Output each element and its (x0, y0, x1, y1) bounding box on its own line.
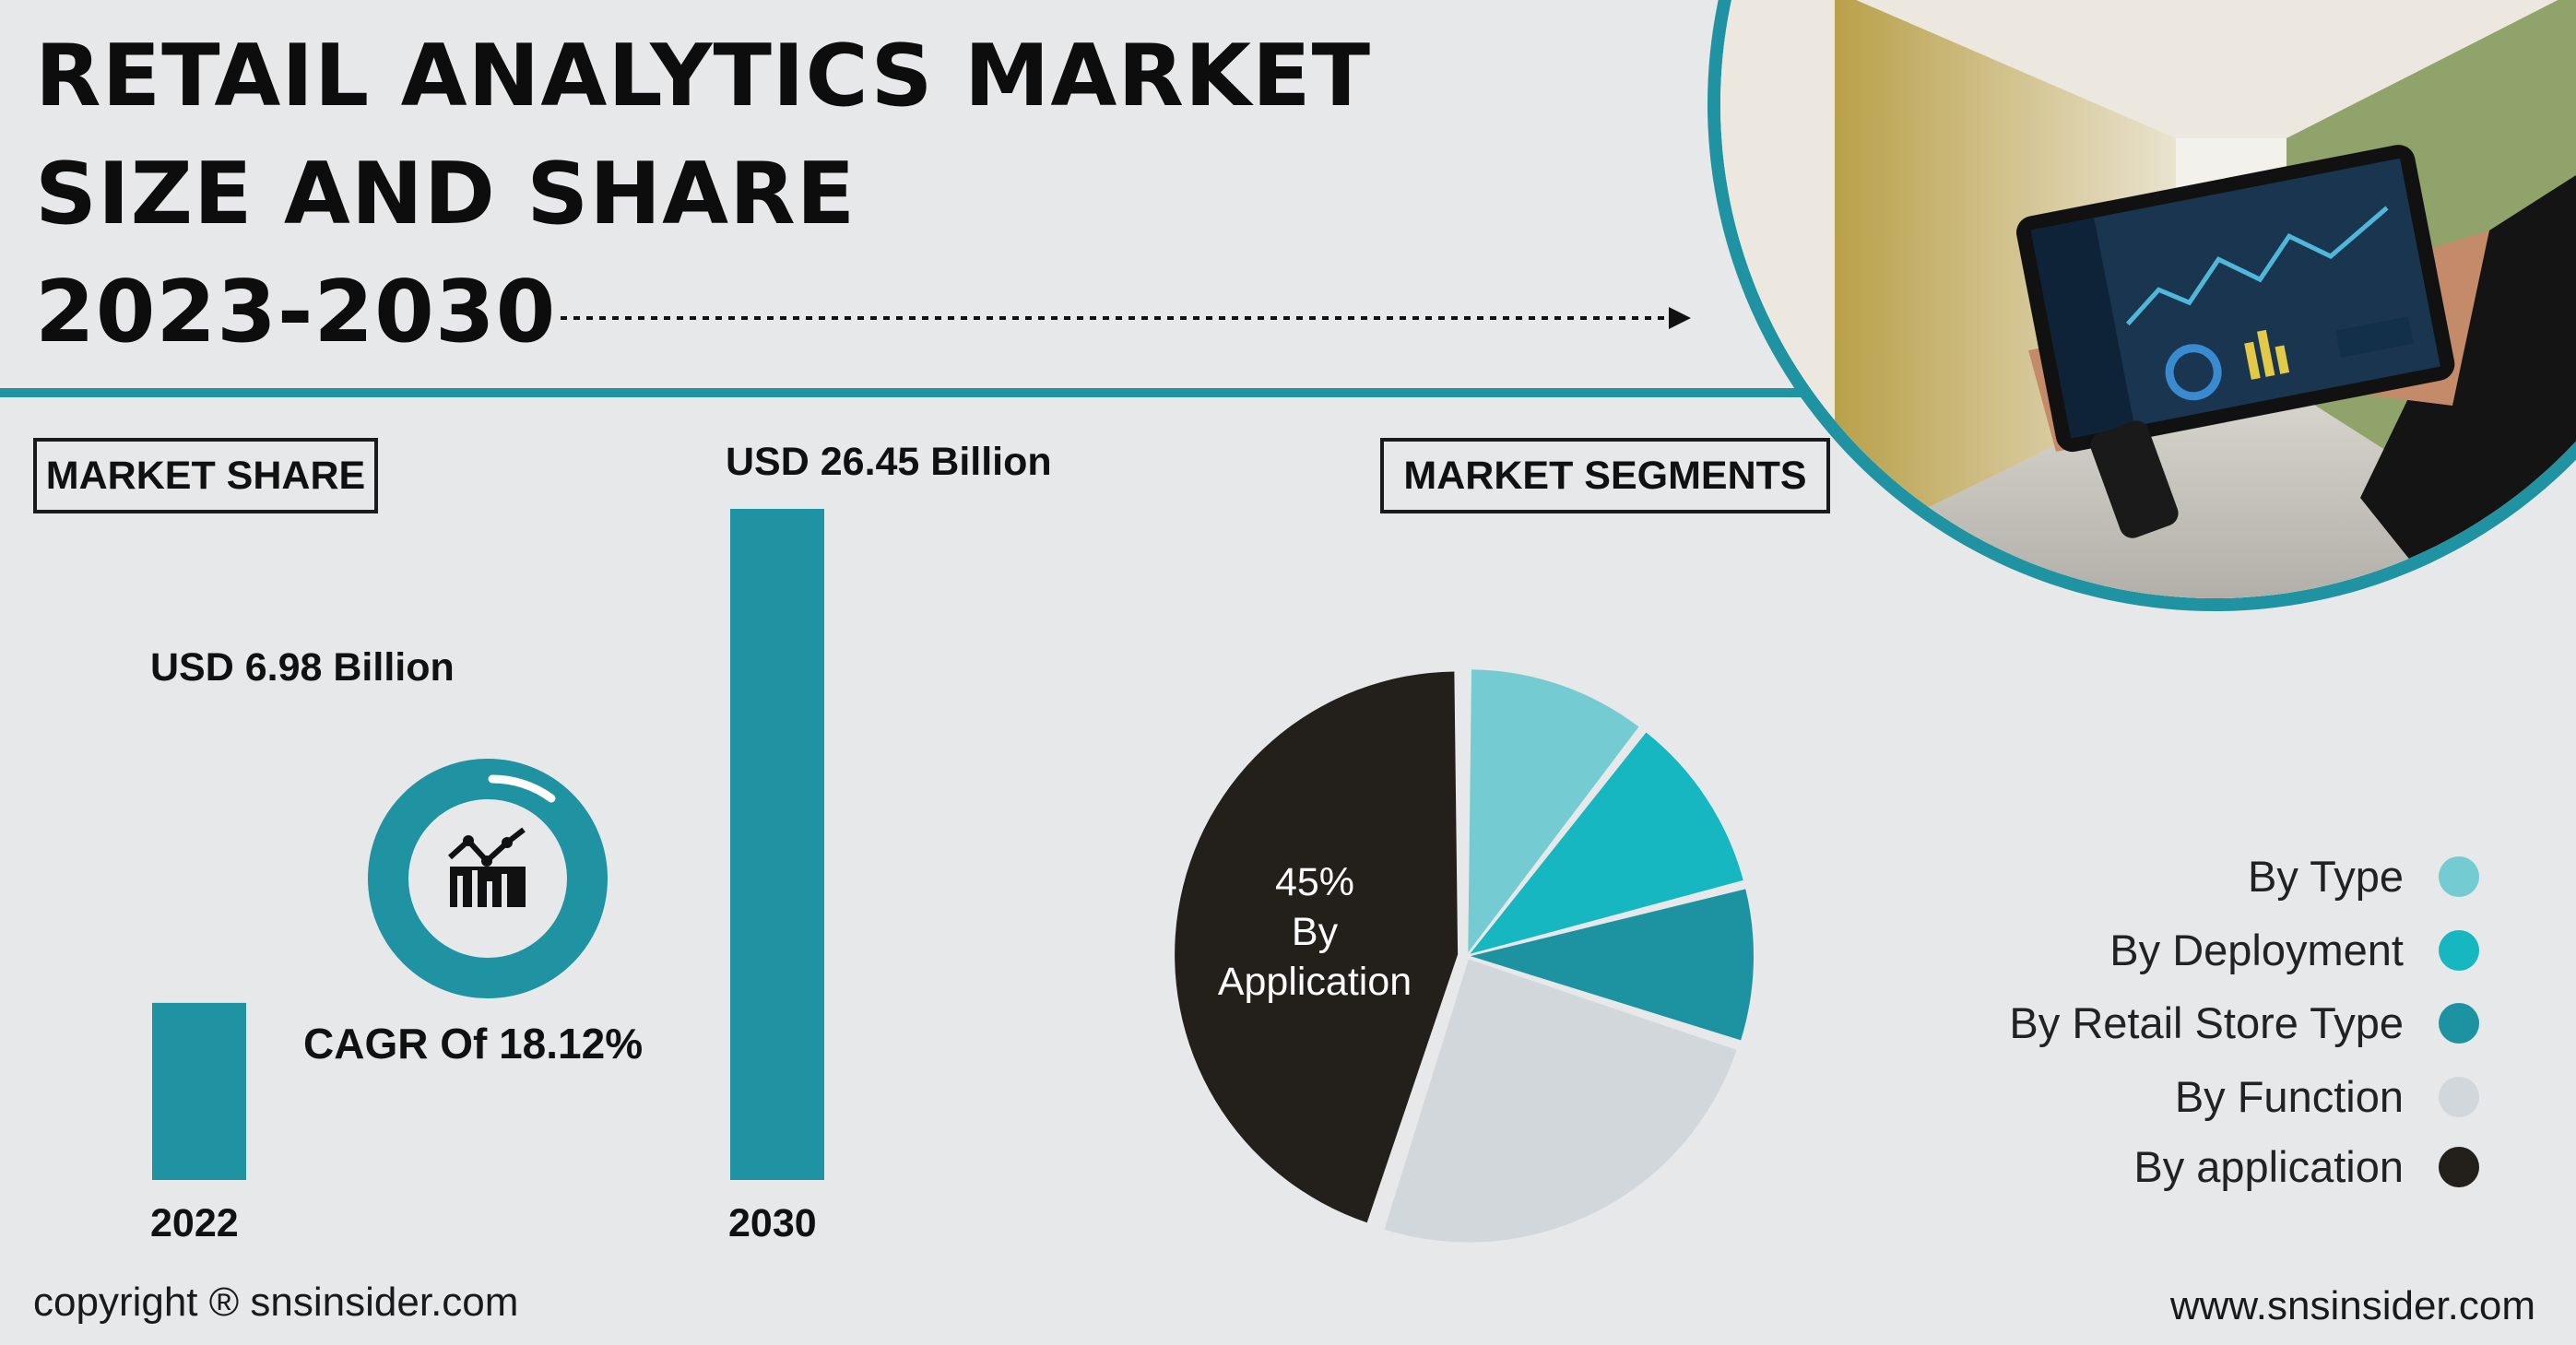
legend-item: By application (2133, 1141, 2479, 1192)
pie-highlight-label: 45% By Application (1149, 857, 1481, 1007)
market-share-bars (152, 509, 824, 1180)
title-line-3: 2023-2030 (35, 262, 557, 361)
bar-value-label-2022: USD 6.98 Billion (150, 645, 455, 690)
legend-label: By application (2133, 1142, 2404, 1191)
legend-label: By Deployment (2109, 926, 2404, 974)
pie-highlight-line1: By (1291, 910, 1339, 954)
bar-2022 (152, 1002, 246, 1180)
website-link[interactable]: www.snsinsider.com (2169, 1283, 2535, 1328)
pie-slice-by-retail-store-type (1470, 889, 1754, 1041)
title-arrow (561, 307, 1691, 329)
legend-swatch (2439, 1146, 2479, 1187)
tablet-photo-image (1707, 0, 2576, 611)
legend-label: By Type (2248, 852, 2404, 901)
market-segments-label: MARKET SEGMENTS (1380, 438, 1830, 513)
bar-year-label-2030: 2030 (728, 1201, 817, 1245)
legend-item: By Retail Store Type (2009, 997, 2479, 1048)
page-title: RETAIL ANALYTICS MARKET SIZE AND SHARE 2… (35, 17, 1371, 371)
market-share-label: MARKET SHARE (33, 438, 378, 513)
legend-item: By Type (2248, 851, 2479, 902)
legend-swatch (2439, 1002, 2479, 1044)
bar-line-chart-icon (447, 827, 526, 907)
legend-swatch (2439, 855, 2479, 897)
legend-item: By Function (2175, 1071, 2479, 1122)
legend-label: By Retail Store Type (2009, 998, 2404, 1047)
bar-2030 (730, 509, 824, 1180)
legend-label: By Function (2174, 1072, 2404, 1121)
cagr-label: CAGR Of 18.12% (303, 1020, 644, 1068)
pie-highlight-line2: Application (1217, 960, 1412, 1004)
header-divider (0, 388, 1936, 397)
copyright-text: copyright ® snsinsider.com (33, 1280, 519, 1325)
pie-highlight-percent: 45% (1274, 860, 1355, 904)
cagr-ring-icon (368, 759, 608, 998)
legend-swatch (2439, 929, 2479, 971)
legend-swatch (2439, 1076, 2479, 1117)
bar-value-label-2030: USD 26.45 Billion (726, 440, 1052, 484)
market-segments-pie (1175, 669, 1754, 1243)
title-line-2: SIZE AND SHARE (35, 144, 857, 243)
bar-year-label-2022: 2022 (150, 1201, 239, 1245)
pie-slice-by-deployment (1470, 732, 1743, 954)
pie-slice-by-type (1468, 669, 1639, 953)
pie-slice-by-application (1175, 671, 1459, 1223)
title-line-1: RETAIL ANALYTICS MARKET (35, 26, 1372, 125)
pie-slice-by-function (1384, 959, 1737, 1243)
legend-item: By Deployment (2109, 925, 2479, 975)
